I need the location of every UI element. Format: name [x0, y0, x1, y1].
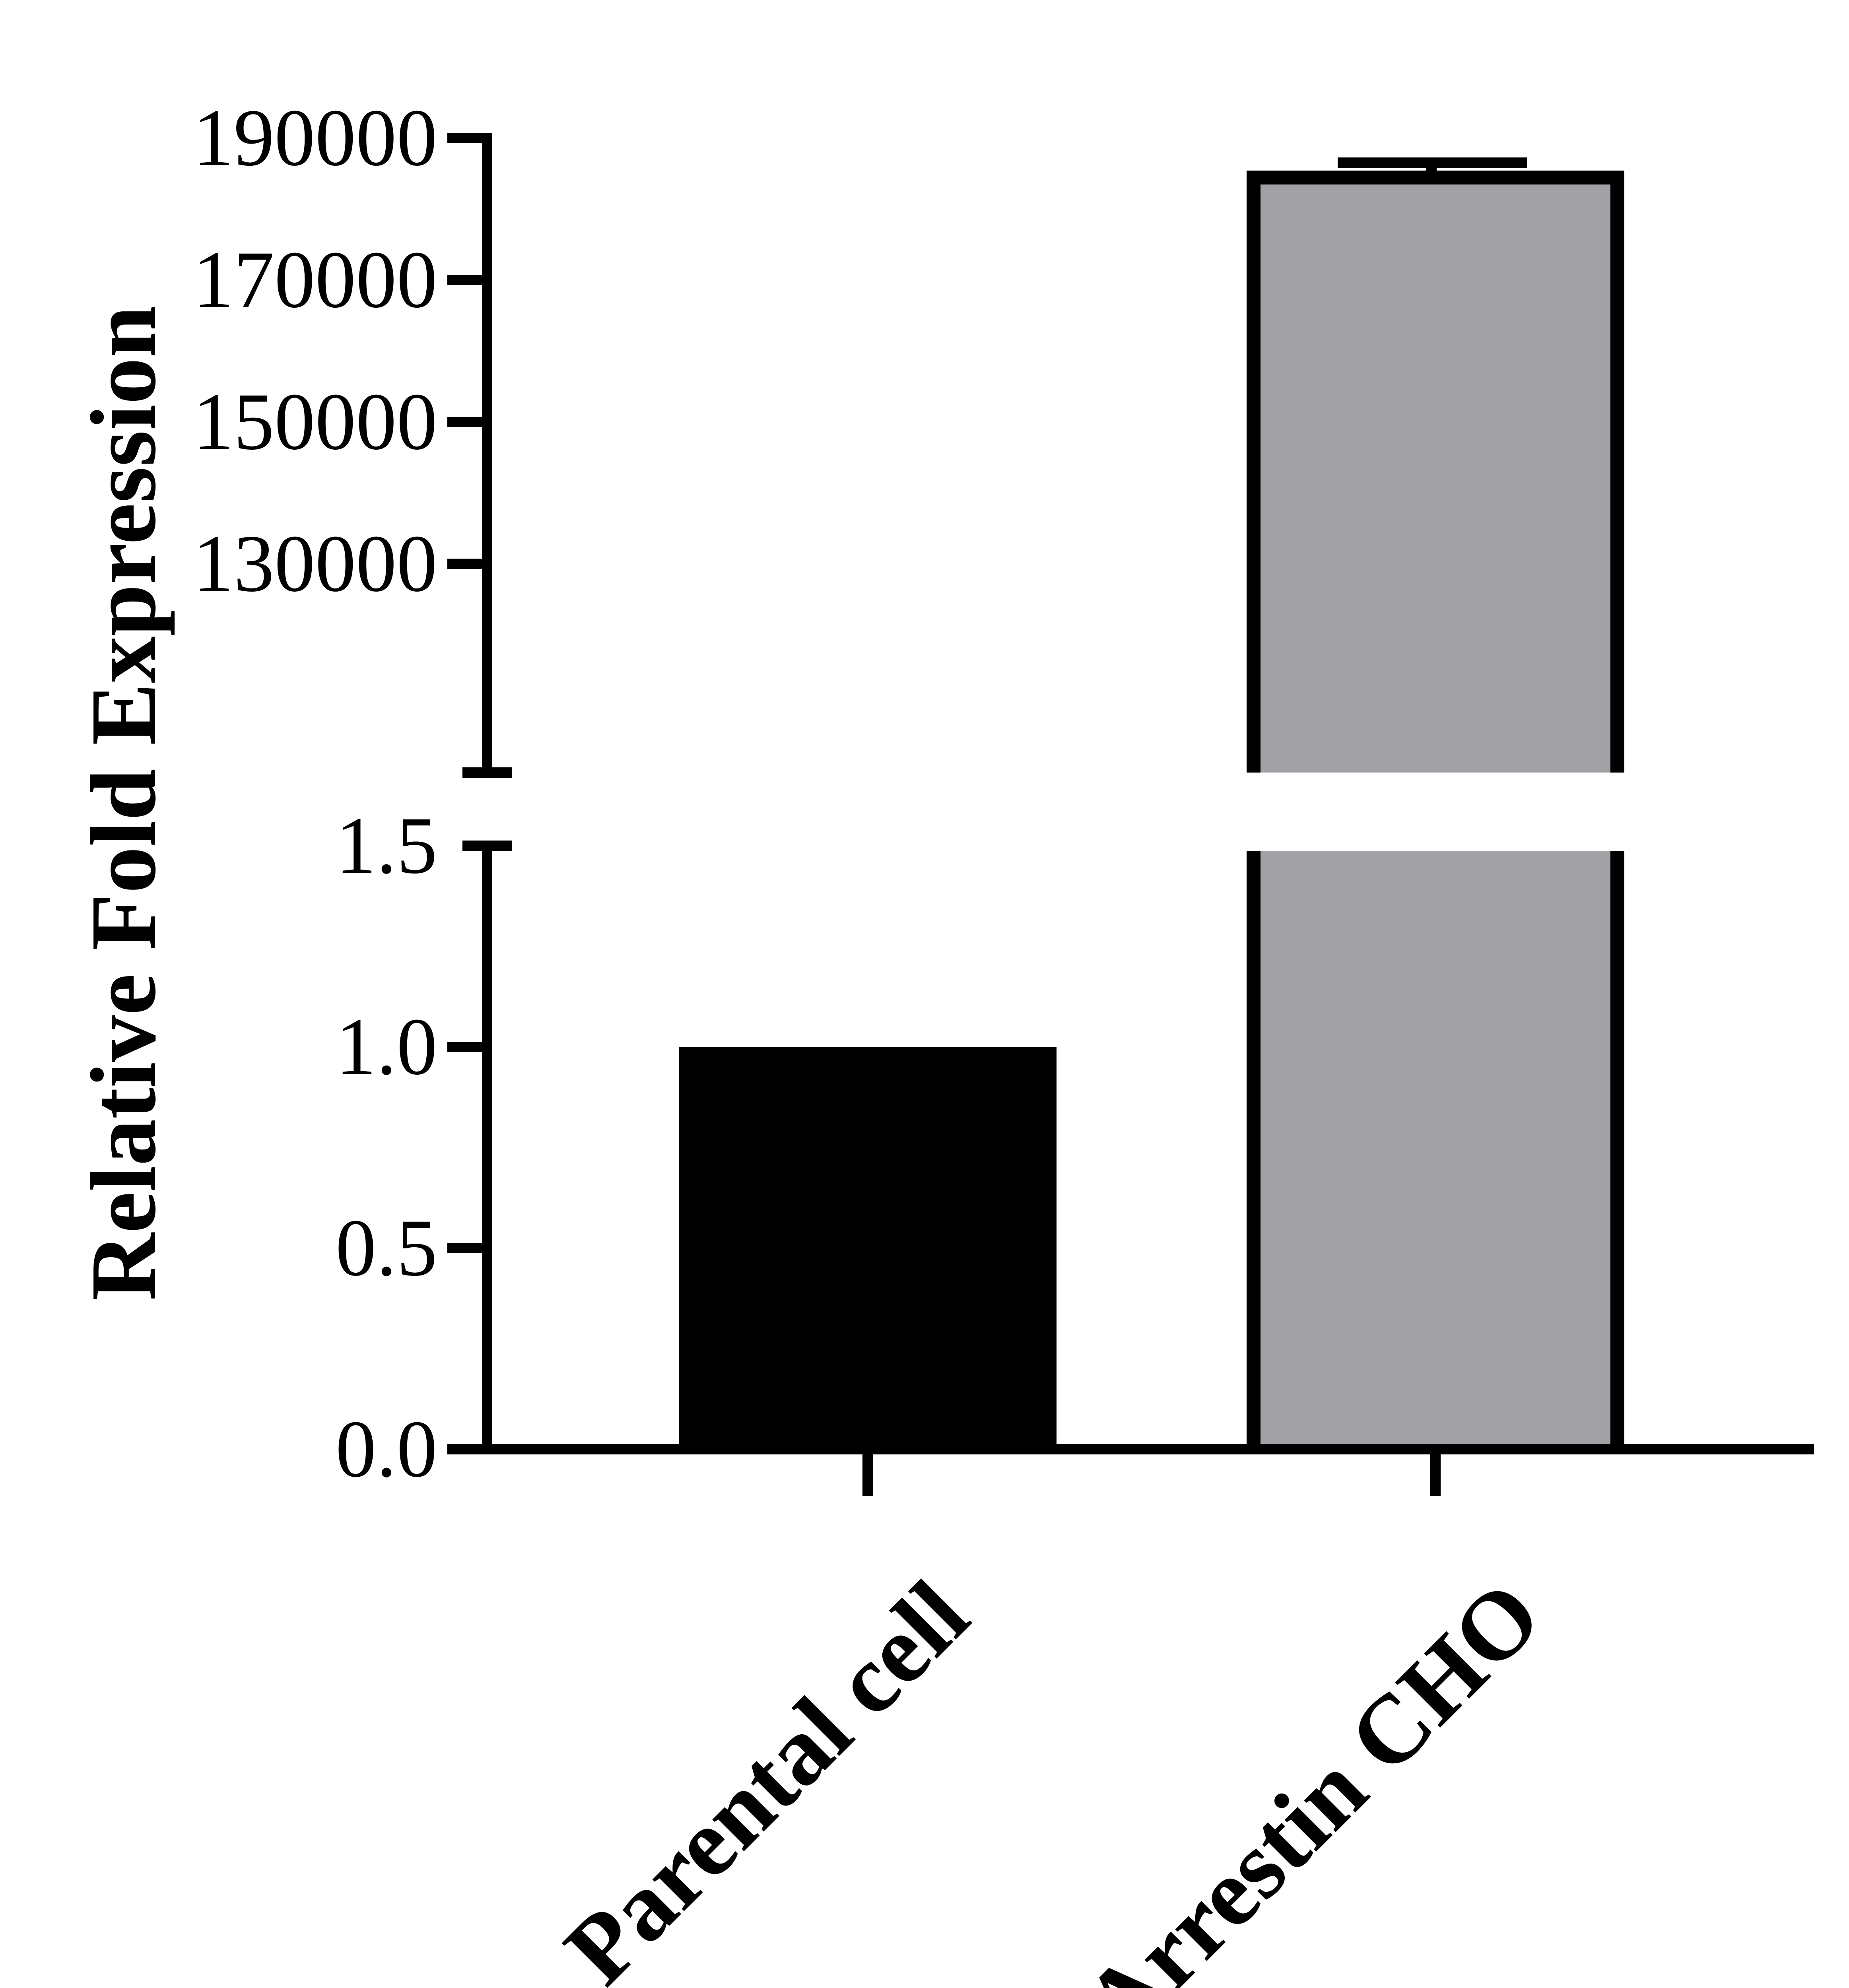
x-tick-nk3r-arrestin — [1430, 1454, 1441, 1496]
y-tick-190000 — [447, 133, 487, 143]
bar-nk3r-arrestin-lower-segment — [1247, 851, 1624, 1449]
y-tick-label-1_5: 1.5 — [335, 800, 437, 891]
bar-nk3r-arrestin-upper-segment — [1247, 171, 1624, 773]
x-tick-parental-cell — [862, 1454, 873, 1496]
y-tick-label-0_5: 0.5 — [335, 1203, 437, 1293]
y-tick-170000 — [447, 275, 487, 285]
x-axis-line — [447, 1444, 1814, 1454]
y-tick-label-130000: 130000 — [193, 518, 437, 609]
y-tick-130000 — [447, 559, 487, 569]
bar-parental-cell — [679, 1047, 1057, 1449]
y-tick-150000 — [447, 417, 487, 427]
y-axis-break-cap-upper — [462, 767, 512, 778]
y-tick-label-170000: 170000 — [193, 235, 437, 325]
y-axis-lower-spine — [482, 841, 492, 1454]
error-bar-cap — [1338, 157, 1527, 168]
y-tick-0_5 — [447, 1243, 487, 1253]
x-category-label-parental-cell: Parental cell — [544, 1560, 989, 1988]
y-axis-break-cap-lower — [462, 841, 512, 851]
y-tick-1_0 — [447, 1042, 487, 1052]
y-tick-label-150000: 150000 — [193, 377, 437, 467]
y-tick-label-1_0: 1.0 — [335, 1002, 437, 1092]
y-axis-upper-spine — [482, 133, 492, 778]
y-tick-label-190000: 190000 — [193, 93, 437, 183]
y-tick-label-0_0: 0.0 — [335, 1404, 437, 1494]
